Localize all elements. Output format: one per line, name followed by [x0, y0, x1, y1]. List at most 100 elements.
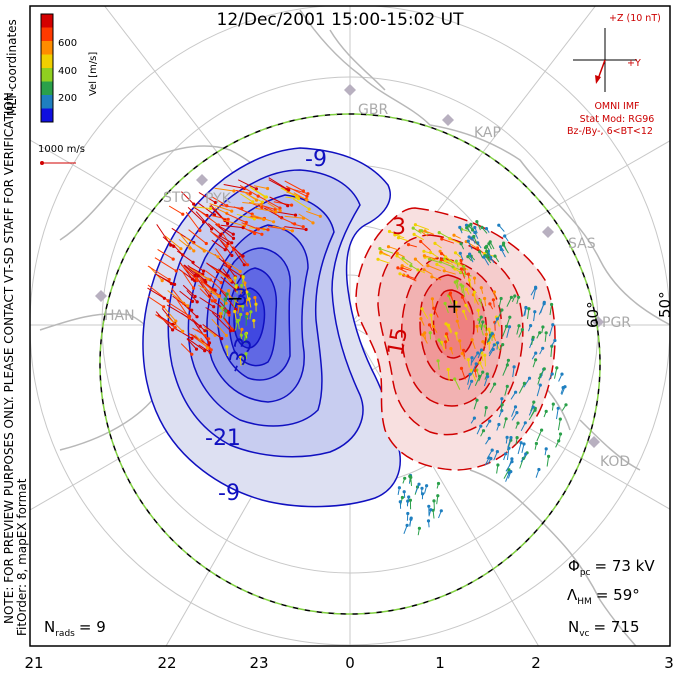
velocity-vector-origin	[513, 294, 517, 298]
velocity-vector-origin	[213, 200, 217, 205]
velocity-vector	[220, 276, 237, 291]
velocity-vector	[168, 205, 184, 215]
velocity-vector-origin	[455, 319, 459, 323]
velocity-vector-origin	[266, 186, 270, 191]
velocity-vector-origin	[419, 317, 423, 321]
velocity-vector-origin	[225, 244, 229, 248]
velocity-vector-origin	[460, 295, 465, 299]
velocity-vector-origin	[171, 257, 175, 261]
velocity-vector-origin	[408, 498, 412, 502]
velocity-vector	[181, 191, 195, 205]
velocity-vector-origin	[406, 243, 411, 247]
colorbar-tick-600: 600	[58, 38, 77, 49]
velocity-vector-origin	[468, 372, 472, 376]
velocity-vector-origin	[193, 279, 197, 283]
velocity-vector	[222, 219, 245, 227]
mlt-tick-2: 2	[531, 654, 541, 672]
velocity-vector-origin	[226, 264, 231, 268]
velocity-vector	[433, 307, 439, 318]
velocity-vector	[255, 227, 269, 231]
velocity-vector-origin	[254, 302, 258, 306]
velocity-vector-origin	[503, 234, 507, 238]
velocity-vector	[538, 303, 545, 315]
velocity-vector	[427, 265, 441, 272]
velocity-vector-origin	[454, 300, 458, 304]
velocity-vector	[267, 202, 281, 212]
velocity-vector	[192, 327, 206, 337]
velocity-vector-origin	[241, 226, 245, 230]
velocity-vector-origin	[209, 348, 213, 352]
colorbar-tick-200: 200	[58, 93, 77, 104]
velocity-vector	[537, 374, 542, 385]
velocity-vector	[454, 378, 461, 390]
map-statistics: Φpc = 73 kV ΛHM = 59° Nvc = 715 Nrads = 9	[44, 557, 655, 639]
velocity-vector	[518, 383, 525, 394]
contour-label-neg3: -3	[226, 286, 248, 311]
velocity-vector	[554, 367, 558, 379]
velocity-vector-origin	[425, 484, 429, 488]
radar-label-gbr: GBR	[358, 102, 388, 118]
velocity-vector-origin	[510, 457, 514, 461]
velocity-vector-origin	[436, 494, 440, 498]
velocity-vector	[503, 469, 510, 479]
velocity-vector	[172, 243, 184, 256]
velocity-vector-origin	[173, 282, 177, 286]
velocity-vector-origin	[466, 272, 470, 276]
velocity-vector-origin	[464, 303, 468, 307]
velocity-vector	[546, 456, 550, 467]
velocity-vector-origin	[400, 264, 404, 268]
velocity-vector-origin	[190, 352, 194, 356]
velocity-vector-origin	[433, 241, 437, 245]
velocity-vector-origin	[387, 229, 392, 234]
velocity-vector	[181, 312, 201, 327]
contour-label-neg9-top: -9	[305, 147, 327, 172]
velocity-vector	[485, 334, 489, 345]
velocity-vector-origin	[409, 517, 413, 521]
velocity-vector-origin	[427, 504, 431, 508]
velocity-vector-origin	[278, 209, 282, 213]
velocity-vector-origin	[470, 356, 474, 360]
colorbar-swatch	[41, 95, 53, 109]
velocity-vector	[377, 258, 390, 264]
velocity-vector	[536, 429, 543, 442]
imf-source: OMNI IMF	[594, 101, 639, 112]
velocity-vector-origin	[473, 230, 477, 234]
velocity-vector-origin	[458, 225, 462, 229]
velocity-vector-origin	[516, 421, 520, 425]
velocity-vector-origin	[398, 500, 402, 504]
velocity-vector	[449, 238, 461, 244]
velocity-vector	[186, 338, 197, 350]
velocity-vector	[306, 210, 321, 217]
velocity-vector-origin	[290, 203, 294, 207]
velocity-vector-origin	[400, 495, 404, 500]
velocity-vector	[211, 239, 226, 251]
velocity-vector-origin	[453, 377, 457, 381]
lat-label-50: 50°	[656, 291, 674, 318]
velocity-vector	[284, 215, 304, 219]
velocity-vector	[480, 325, 484, 336]
velocity-vector-origin	[192, 202, 196, 206]
contour-label-neg21: -21	[205, 426, 241, 451]
velocity-vector-origin	[532, 400, 536, 404]
velocity-vector	[226, 261, 241, 272]
velocity-vector-origin	[527, 307, 531, 311]
velocity-vector	[449, 293, 455, 304]
velocity-vector-origin	[478, 324, 483, 328]
velocity-vector-origin	[439, 252, 444, 256]
velocity-vector-origin	[509, 436, 513, 440]
velocity-vector-origin	[208, 350, 212, 354]
velocity-vector-origin	[443, 259, 448, 263]
velocity-vector	[474, 292, 476, 304]
velocity-vector-origin	[167, 277, 171, 282]
velocity-vector-origin	[260, 205, 264, 210]
velocity-vector	[214, 187, 234, 192]
velocity-vector	[178, 268, 195, 282]
velocity-vector-origin	[411, 226, 415, 230]
velocity-vector-origin	[187, 316, 191, 320]
velocity-vector-origin	[402, 490, 406, 494]
velocity-vector	[178, 239, 191, 249]
velocity-vector-origin	[408, 474, 412, 478]
velocity-vector-origin	[534, 285, 538, 289]
velocity-vector-origin	[244, 315, 248, 319]
velocity-vector-origin	[395, 251, 399, 255]
